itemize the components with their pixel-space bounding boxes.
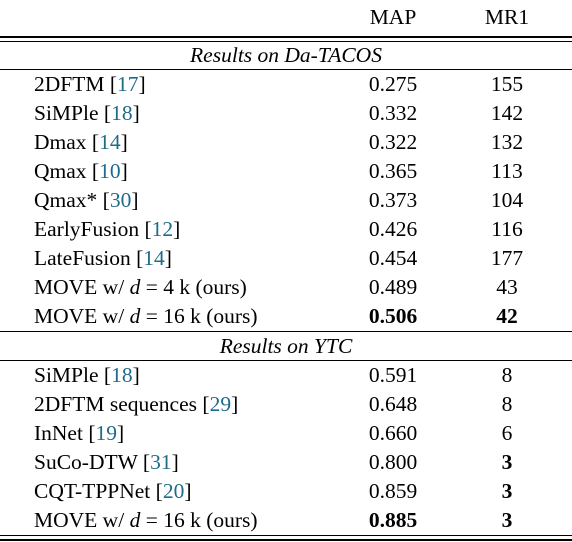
table-row: MOVE w/ d = 16 k (ours) 0.506 42 [0,302,572,331]
table-row: MOVE w/ d = 16 k (ours) 0.885 3 [0,506,572,535]
map-value: 0.489 [368,275,418,299]
section-ytc-rule [0,360,572,361]
map-value: 0.365 [368,159,418,183]
method-name: Qmax* [30] [34,188,139,212]
map-value: 0.591 [368,363,418,387]
map-value: 0.648 [368,392,418,416]
section-divider-rule [0,331,572,332]
mr1-value: 3 [501,508,513,532]
table-row: MOVE w/ d = 4 k (ours) 0.489 43 [0,273,572,302]
mr1-value: 42 [496,304,518,328]
map-value: 0.454 [368,246,418,270]
table-row: SiMPle [18] 0.332 142 [0,99,572,128]
method-name: SiMPle [18] [34,101,140,125]
method-name: InNet [19] [34,421,125,445]
method-name: MOVE w/ d = 16 k (ours) [34,304,258,328]
table-row: EarlyFusion [12] 0.426 116 [0,215,572,244]
mr1-value: 177 [490,246,524,270]
mr1-value: 3 [501,450,513,474]
method-name: 2DFTM [17] [34,72,146,96]
table-row: SuCo-DTW [31] 0.800 3 [0,448,572,477]
header-map: MAP [369,5,417,29]
mr1-value: 8 [501,363,513,387]
mr1-value: 104 [490,188,524,212]
method-name: Dmax [14] [34,130,128,154]
map-value: 0.800 [368,450,418,474]
method-name: 2DFTM sequences [29] [34,392,239,416]
table-row: InNet [19] 0.660 6 [0,419,572,448]
table-row: LateFusion [14] 0.454 177 [0,244,572,273]
header-double-rule-top [0,36,572,38]
header-row: MAP MR1 [0,3,572,32]
table-row: Qmax* [30] 0.373 104 [0,186,572,215]
mr1-value: 6 [501,421,513,445]
table-row: 2DFTM sequences [29] 0.648 8 [0,390,572,419]
table-row: Dmax [14] 0.322 132 [0,128,572,157]
mr1-value: 43 [496,275,518,299]
mr1-value: 113 [491,159,523,183]
section-title-ytc: Results on YTC [219,334,353,358]
table-row: 2DFTM [17] 0.275 155 [0,70,572,99]
map-value: 0.373 [368,188,418,212]
header-mr1: MR1 [484,5,530,29]
table-row: CQT-TPPNet [20] 0.859 3 [0,477,572,506]
section-datacos-rule [0,69,572,70]
map-value: 0.426 [368,217,418,241]
map-value: 0.506 [368,304,418,328]
method-name: MOVE w/ d = 16 k (ours) [34,508,258,532]
table-row: Qmax [10] 0.365 113 [0,157,572,186]
bottom-double-rule-bottom [0,539,572,541]
method-name: MOVE w/ d = 4 k (ours) [34,275,247,299]
mr1-value: 132 [490,130,524,154]
header-double-rule-bottom [0,41,572,42]
mr1-value: 142 [490,101,524,125]
method-name: SiMPle [18] [34,363,140,387]
method-name: Qmax [10] [34,159,128,183]
map-value: 0.332 [368,101,418,125]
method-name: EarlyFusion [12] [34,217,181,241]
map-value: 0.275 [368,72,418,96]
mr1-value: 8 [501,392,513,416]
mr1-value: 3 [501,479,513,503]
table-row: SiMPle [18] 0.591 8 [0,361,572,390]
section-title-datacos: Results on Da-TACOS [190,43,382,67]
method-name: CQT-TPPNet [20] [34,479,192,503]
map-value: 0.660 [368,421,418,445]
mr1-value: 116 [491,217,523,241]
map-value: 0.322 [368,130,418,154]
map-value: 0.859 [368,479,418,503]
map-value: 0.885 [368,508,418,532]
method-name: LateFusion [14] [34,246,172,270]
bottom-double-rule-top [0,535,572,536]
method-name: SuCo-DTW [31] [34,450,179,474]
mr1-value: 155 [490,72,524,96]
